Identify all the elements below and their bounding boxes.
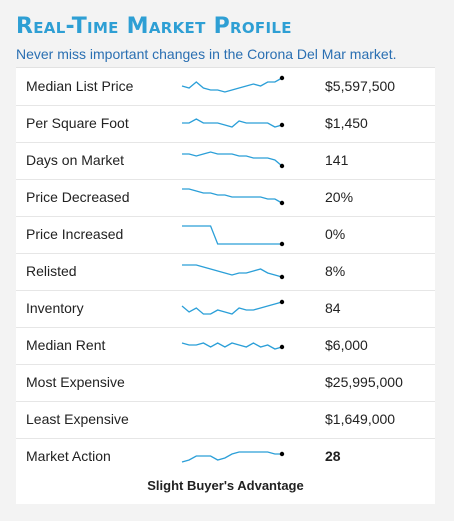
row-label: Relisted (26, 263, 77, 279)
sparkline-line (181, 342, 283, 350)
sparkline-endpoint (279, 299, 285, 305)
sparkline-line (182, 151, 283, 167)
row-least-expensive: Least Expensive $1,649,000 (16, 401, 435, 439)
row-inventory: Inventory 84 (16, 290, 435, 328)
sparkline-relisted (182, 264, 285, 280)
sparkline-line (181, 77, 283, 93)
sparkline-per-square-foot (182, 118, 285, 128)
sparkline-line (181, 301, 283, 315)
market-verdict: Slight Buyer's Advantage (147, 478, 304, 493)
market-profile-table: Median List Price $5,597,500 Per Square … (16, 67, 435, 504)
sparkline-line (182, 188, 283, 204)
row-relisted: Relisted 8% (16, 253, 435, 291)
sparkline-market-action (181, 451, 285, 463)
sparkline-days-on-market (182, 151, 285, 169)
sparkline-endpoint (279, 163, 285, 169)
row-label: Price Increased (26, 226, 124, 242)
sparkline-price-decreased (182, 188, 285, 206)
row-value: 141 (325, 152, 349, 168)
row-days-on-market: Days on Market 141 (16, 142, 435, 180)
row-label: Least Expensive (26, 411, 129, 427)
row-value: 8% (325, 263, 346, 279)
row-label: Per Square Foot (26, 115, 129, 131)
sparkline-median-list-price (181, 75, 285, 93)
sparkline-median-rent (181, 342, 285, 350)
row-value: 20% (325, 189, 354, 205)
row-price-increased: Price Increased 0% (16, 216, 435, 254)
row-median-list-price: Median List Price $5,597,500 (16, 68, 435, 106)
sparkline-price-increased (182, 225, 285, 247)
row-label: Most Expensive (26, 374, 125, 390)
row-label: Market Action (26, 448, 111, 464)
row-most-expensive: Most Expensive $25,995,000 (16, 364, 435, 402)
sparkline-line (181, 451, 282, 463)
row-value: $5,597,500 (325, 78, 396, 94)
row-label: Days on Market (26, 152, 125, 168)
market-action-score: 28 (325, 448, 341, 464)
row-price-decreased: Price Decreased 20% (16, 179, 435, 217)
row-value: 84 (325, 300, 341, 316)
row-per-square-foot: Per Square Foot $1,450 (16, 105, 435, 143)
sparkline-endpoint (279, 274, 285, 280)
sparkline-endpoint (279, 122, 285, 128)
sparkline-inventory (181, 299, 285, 315)
sparkline-endpoint (279, 344, 285, 350)
row-value: $6,000 (325, 337, 368, 353)
row-value: $25,995,000 (325, 374, 403, 390)
row-label: Price Decreased (26, 189, 130, 205)
sparkline-line (182, 225, 282, 245)
sparkline-endpoint (279, 200, 285, 206)
row-label: Median List Price (26, 78, 134, 94)
sparkline-line (182, 264, 283, 278)
row-label: Median Rent (26, 337, 106, 353)
row-value: 0% (325, 226, 346, 242)
sparkline-endpoint (279, 75, 285, 81)
page-title: Real-Time Market Profile (16, 14, 292, 39)
row-market-action: Market Action 28 (16, 438, 435, 478)
page-subtitle: Never miss important changes in the Coro… (16, 46, 397, 62)
sparkline-line (182, 118, 283, 128)
row-label: Inventory (26, 300, 84, 316)
row-value: $1,649,000 (325, 411, 396, 427)
sparkline-endpoint (279, 451, 285, 457)
row-value: $1,450 (325, 115, 368, 131)
row-median-rent: Median Rent $6,000 (16, 327, 435, 365)
sparkline-endpoint (279, 241, 285, 247)
